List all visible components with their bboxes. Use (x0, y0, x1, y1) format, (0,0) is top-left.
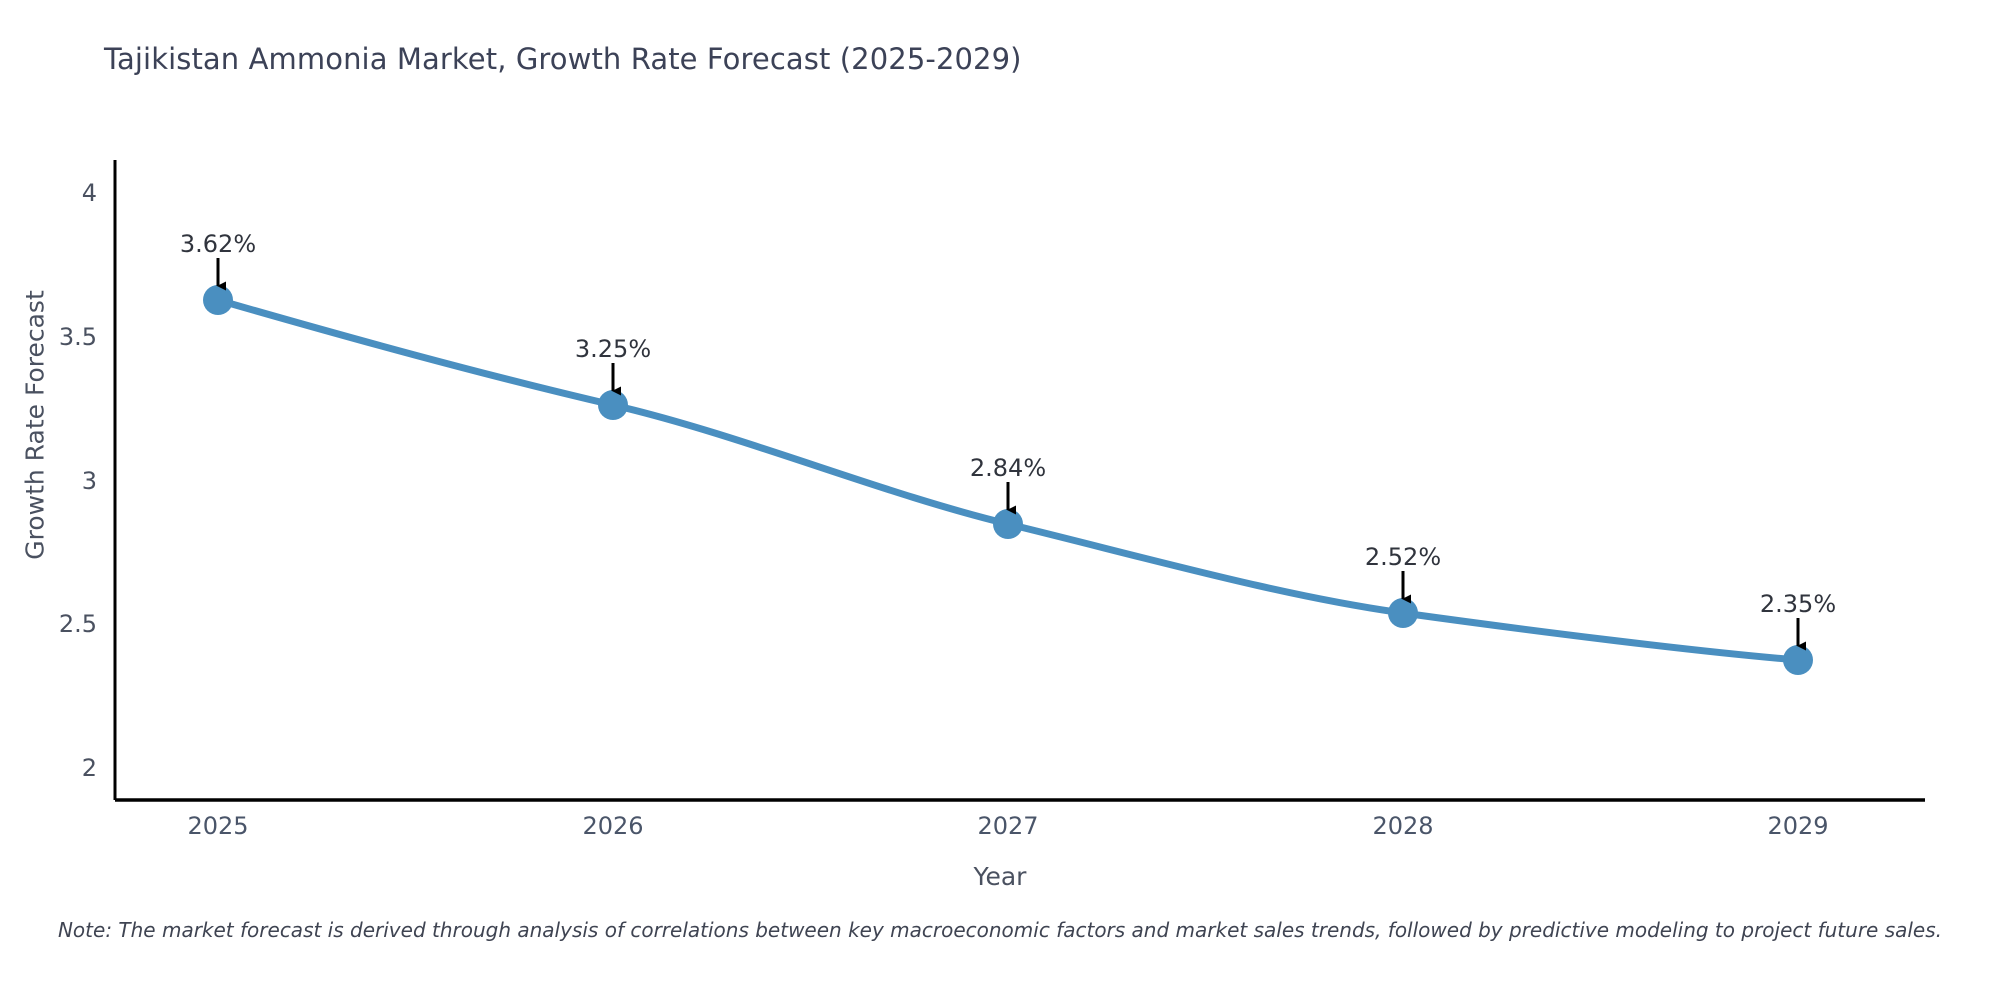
chart-note: Note: The market forecast is derived thr… (57, 918, 1943, 942)
y-tick-label: 2.5 (58, 610, 97, 638)
data-point-label: 3.62% (179, 230, 257, 258)
data-point-marker (203, 285, 233, 315)
x-tick-label: 2026 (582, 812, 644, 840)
x-tick-label: 2029 (1767, 812, 1829, 840)
data-point-marker (1783, 645, 1813, 675)
x-axis-title: Year (973, 862, 1027, 891)
data-point-label: 3.25% (574, 335, 652, 363)
y-tick-label: 3 (81, 467, 97, 495)
chart-title: Tajikistan Ammonia Market, Growth Rate F… (104, 42, 1022, 76)
y-axis-tick-labels: 4 3.5 3 2.5 2 (35, 0, 97, 1000)
x-tick-label: 2028 (1372, 812, 1434, 840)
data-point-label: 2.52% (1364, 543, 1442, 571)
data-point-label: 2.84% (969, 454, 1047, 482)
data-point-marker (598, 390, 628, 420)
y-tick-label: 4 (81, 179, 97, 207)
data-point-label: 2.35% (1759, 590, 1837, 618)
y-tick-label: 2 (81, 754, 97, 782)
data-point-marker (1388, 598, 1418, 628)
data-point-marker (993, 509, 1023, 539)
y-tick-label: 3.5 (58, 323, 97, 351)
x-tick-label: 2025 (187, 812, 249, 840)
x-tick-label: 2027 (977, 812, 1039, 840)
